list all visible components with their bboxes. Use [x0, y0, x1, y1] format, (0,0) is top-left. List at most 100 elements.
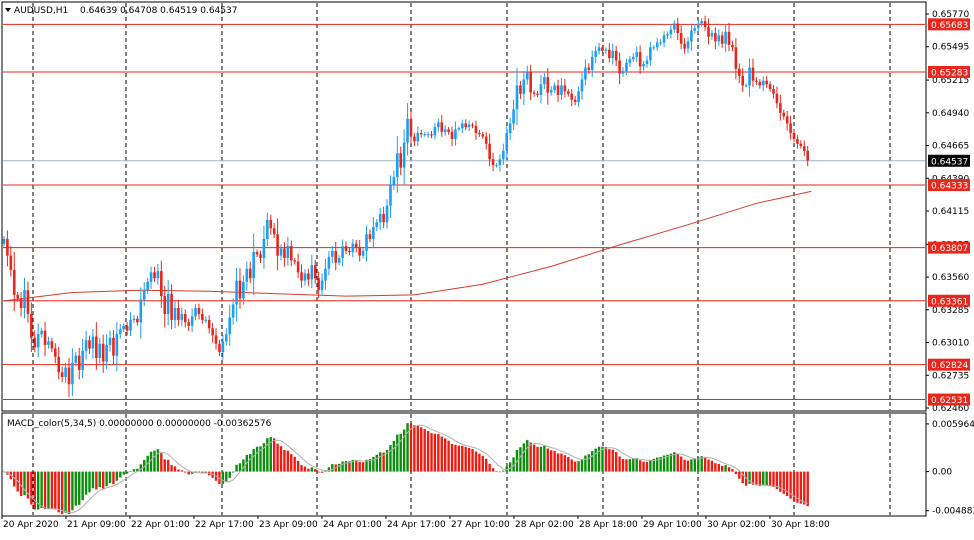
macd-bar — [597, 446, 601, 472]
candle-body — [228, 317, 232, 335]
macd-bar — [252, 449, 255, 472]
candle-body — [772, 88, 775, 94]
macd-bar — [266, 438, 269, 472]
candle-body — [324, 268, 327, 281]
candle-body — [146, 281, 149, 291]
candle-body — [775, 93, 779, 104]
candle-body — [385, 205, 389, 223]
macd-bar — [697, 457, 700, 472]
macd-bar — [317, 471, 320, 473]
candle-body — [276, 234, 279, 256]
candle-body — [471, 124, 474, 126]
macd-bar — [225, 471, 228, 483]
macd-bar — [464, 447, 467, 472]
level-tag — [928, 358, 970, 371]
macd-bar — [508, 462, 512, 472]
y-tick-label: 0.63560 — [932, 273, 969, 283]
macd-bar — [54, 471, 57, 510]
macd-bar — [529, 442, 532, 472]
candle-body — [529, 72, 532, 93]
candle-body — [755, 80, 758, 82]
macd-bar — [379, 452, 382, 472]
candle-body — [556, 85, 560, 95]
y-tick-label: 0.64665 — [932, 142, 969, 152]
candle-body — [580, 79, 584, 92]
macd-bar — [23, 471, 26, 496]
macd-bar — [546, 448, 549, 472]
macd-bar — [143, 459, 146, 472]
macd-bar — [420, 427, 423, 472]
candle-body — [197, 308, 201, 314]
candle-body — [409, 118, 413, 137]
x-tick-label: 20 Apr 2020 — [3, 520, 59, 530]
candle-body — [389, 185, 392, 206]
macd-bar — [768, 471, 772, 487]
candle-body — [71, 362, 74, 385]
symbol-dropdown-icon[interactable] — [5, 8, 11, 12]
macd-bar — [772, 471, 775, 487]
candle-body — [765, 80, 768, 85]
macd-bar — [474, 451, 478, 472]
macd-bar — [351, 459, 355, 472]
macd-bar — [625, 459, 628, 472]
candle-body — [399, 153, 403, 168]
candle-body — [731, 44, 734, 48]
macd-bar — [307, 468, 310, 472]
candle-body — [334, 250, 338, 263]
macd-bar — [758, 471, 762, 487]
macd-bar — [556, 453, 560, 472]
candle-body — [139, 299, 143, 323]
macd-bar — [286, 450, 290, 472]
candle-body — [47, 341, 50, 345]
macd-axis: 0.005964 0.00 -0.004883 — [926, 420, 974, 517]
x-tick-label: 28 Apr 02:00 — [515, 520, 574, 530]
macd-bar — [296, 460, 300, 472]
candle-body — [635, 52, 638, 57]
y-tick-label: 0.64940 — [932, 109, 969, 119]
macd-bar — [437, 433, 440, 472]
candle-body — [662, 35, 666, 43]
candle-body — [796, 138, 799, 144]
candle-body — [269, 219, 273, 229]
candle-body — [792, 133, 796, 139]
macd-bar — [33, 471, 36, 510]
macd-y-tick-label: 0.00 — [932, 468, 952, 478]
macd-bar — [300, 465, 303, 472]
candle-body — [464, 123, 467, 128]
macd-bar — [433, 433, 437, 472]
main-pane-frame — [1, 1, 927, 412]
level-tag-label: 0.62531 — [931, 396, 968, 406]
level-tag — [928, 241, 970, 254]
macd-bar — [645, 461, 649, 472]
macd-bar — [242, 459, 245, 472]
candle-body — [700, 21, 703, 24]
macd-bar — [560, 453, 563, 472]
candle-body — [690, 30, 693, 42]
candle-body — [560, 85, 563, 95]
macd-bar — [310, 467, 313, 472]
macd-bar — [320, 471, 324, 473]
candle-body — [279, 248, 283, 256]
macd-bar — [399, 433, 402, 472]
x-tick-label: 30 Apr 02:00 — [707, 520, 766, 530]
candle-body — [40, 330, 43, 335]
level-tag-label: 0.62824 — [931, 361, 968, 371]
candle-body — [782, 112, 786, 117]
macd-bar — [238, 463, 242, 472]
candle-body — [392, 177, 396, 186]
candle-body — [88, 340, 91, 349]
macd-bar — [269, 437, 272, 472]
candle-body — [519, 85, 522, 94]
macd-bar — [443, 438, 447, 472]
macd-bar — [539, 446, 543, 472]
candle-body — [320, 280, 324, 291]
candle-body — [23, 290, 26, 309]
candle-body — [153, 272, 156, 279]
candle-body — [307, 273, 310, 280]
macd-bar — [194, 471, 197, 473]
macd-bar — [235, 464, 238, 472]
candle-body — [618, 60, 621, 74]
macd-bar — [803, 471, 806, 505]
candle-body — [611, 50, 615, 59]
